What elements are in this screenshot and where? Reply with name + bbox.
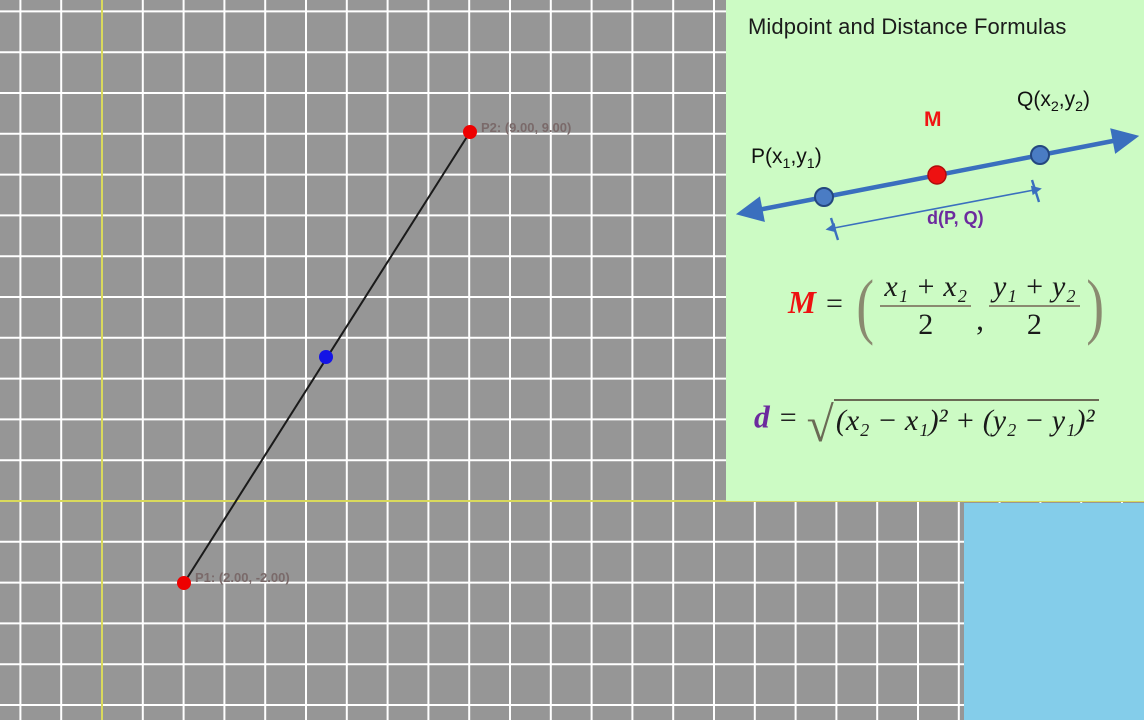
diagram-point-q — [1030, 145, 1050, 165]
formula-panel: Midpoint and Distance Formulas — [726, 0, 1144, 501]
label-q-sub2: 2 — [1075, 99, 1084, 116]
panel-title: Midpoint and Distance Formulas — [748, 14, 1067, 39]
label-q-sub1: 2 — [1050, 99, 1059, 116]
midpoint-frac-y: y₁ + y₂ 2 — [986, 270, 1083, 342]
midpoint-comma: , — [976, 302, 985, 337]
label-q-base: Q(x — [1017, 88, 1051, 111]
label-q-mid: ,y — [1058, 88, 1076, 111]
distance-lhs: d — [754, 399, 770, 435]
diagram-label-m: M — [924, 108, 942, 131]
distance-measure-line — [825, 185, 1042, 233]
distance-formula: d = √(x₂ − x₁)² + (y₂ − y₁)² — [754, 392, 1099, 452]
point-label-p2: P2: (9.00, 9.00) — [481, 120, 572, 135]
point-label-p1: P1: (2.00, -2.00) — [195, 570, 290, 585]
label-p-mid: ,y — [790, 145, 807, 168]
midpoint-den-y: 2 — [989, 305, 1080, 342]
diagram-label-distance: d(P, Q) — [927, 208, 984, 228]
point-p2[interactable] — [463, 125, 477, 139]
midpoint-den-x: 2 — [880, 305, 972, 342]
midpoint-equals: = — [826, 286, 843, 320]
midpoint-diagram: P(x1,y1) Q(x2,y2) M d(P, Q) — [726, 60, 1144, 245]
midpoint-formula: M =(x₁ + x₂ 2, y₁ + y₂ 2) — [788, 264, 1107, 346]
point-midpoint[interactable] — [319, 350, 333, 364]
distance-radicand: (x₂ − x₁)² + (y₂ − y₁)² — [833, 399, 1099, 438]
midpoint-num-y: y₁ + y₂ — [993, 270, 1076, 303]
distance-equals: = — [779, 401, 797, 435]
midpoint-frac-x: x₁ + x₂ 2 — [877, 270, 974, 342]
diagram-label-q: Q(x2,y2) — [1017, 88, 1090, 115]
point-p1[interactable] — [177, 576, 191, 590]
diagram-point-p — [814, 187, 834, 207]
radical-icon: √(x₂ − x₁)² + (y₂ − y₁)² — [807, 392, 1099, 452]
diagram-svg — [735, 128, 1140, 241]
paren-open-icon: ( — [856, 264, 874, 346]
label-q-close: ) — [1083, 88, 1091, 111]
paren-close-icon: ) — [1086, 264, 1104, 346]
blue-side-panel[interactable] — [964, 503, 1144, 720]
distance-tick-right — [1030, 179, 1041, 203]
midpoint-lhs: M — [788, 284, 817, 320]
label-p-sub1: 1 — [782, 156, 791, 173]
distance-tick-left — [829, 217, 840, 241]
label-p-sub2: 1 — [806, 156, 815, 173]
label-p-close: ) — [814, 145, 822, 168]
midpoint-num-x: x₁ + x₂ — [884, 270, 968, 303]
label-p-base: P(x — [751, 145, 783, 168]
diagram-point-m — [927, 165, 947, 185]
radical-sign-icon: √ — [806, 397, 834, 452]
diagram-label-p: P(x1,y1) — [751, 145, 822, 172]
